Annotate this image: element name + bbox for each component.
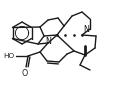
- Text: N: N: [83, 25, 89, 34]
- Text: O: O: [22, 69, 28, 78]
- Text: HO: HO: [3, 53, 14, 59]
- Text: N: N: [45, 37, 51, 46]
